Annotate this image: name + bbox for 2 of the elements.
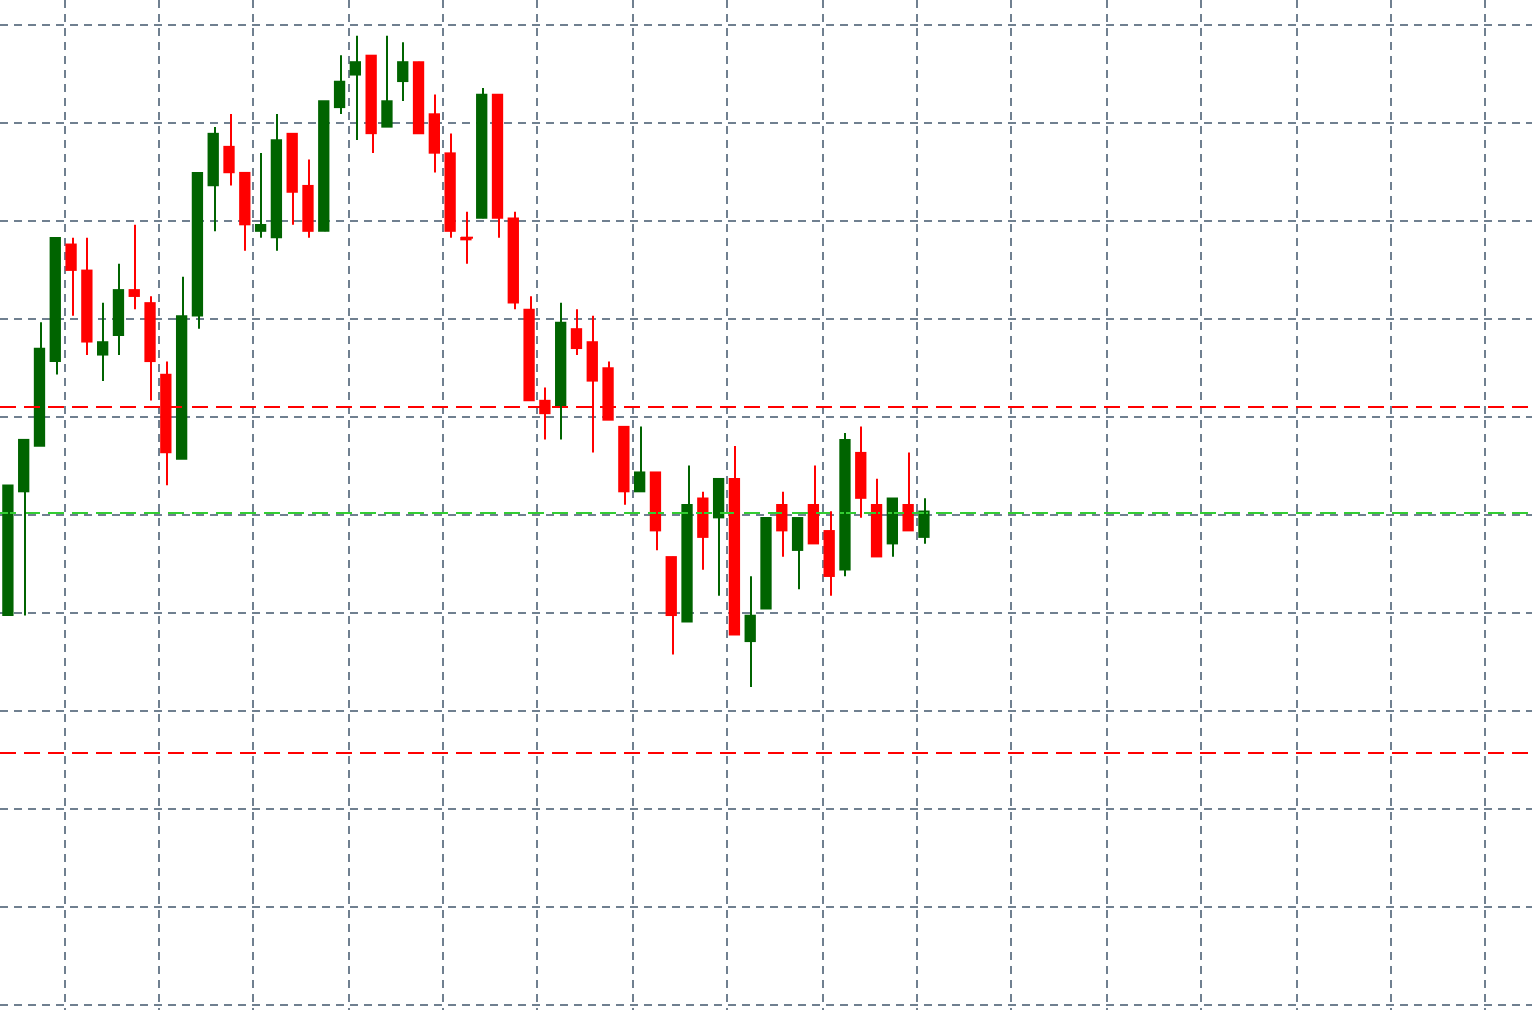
candlestick	[2, 484, 14, 617]
candlestick	[381, 34, 393, 128]
